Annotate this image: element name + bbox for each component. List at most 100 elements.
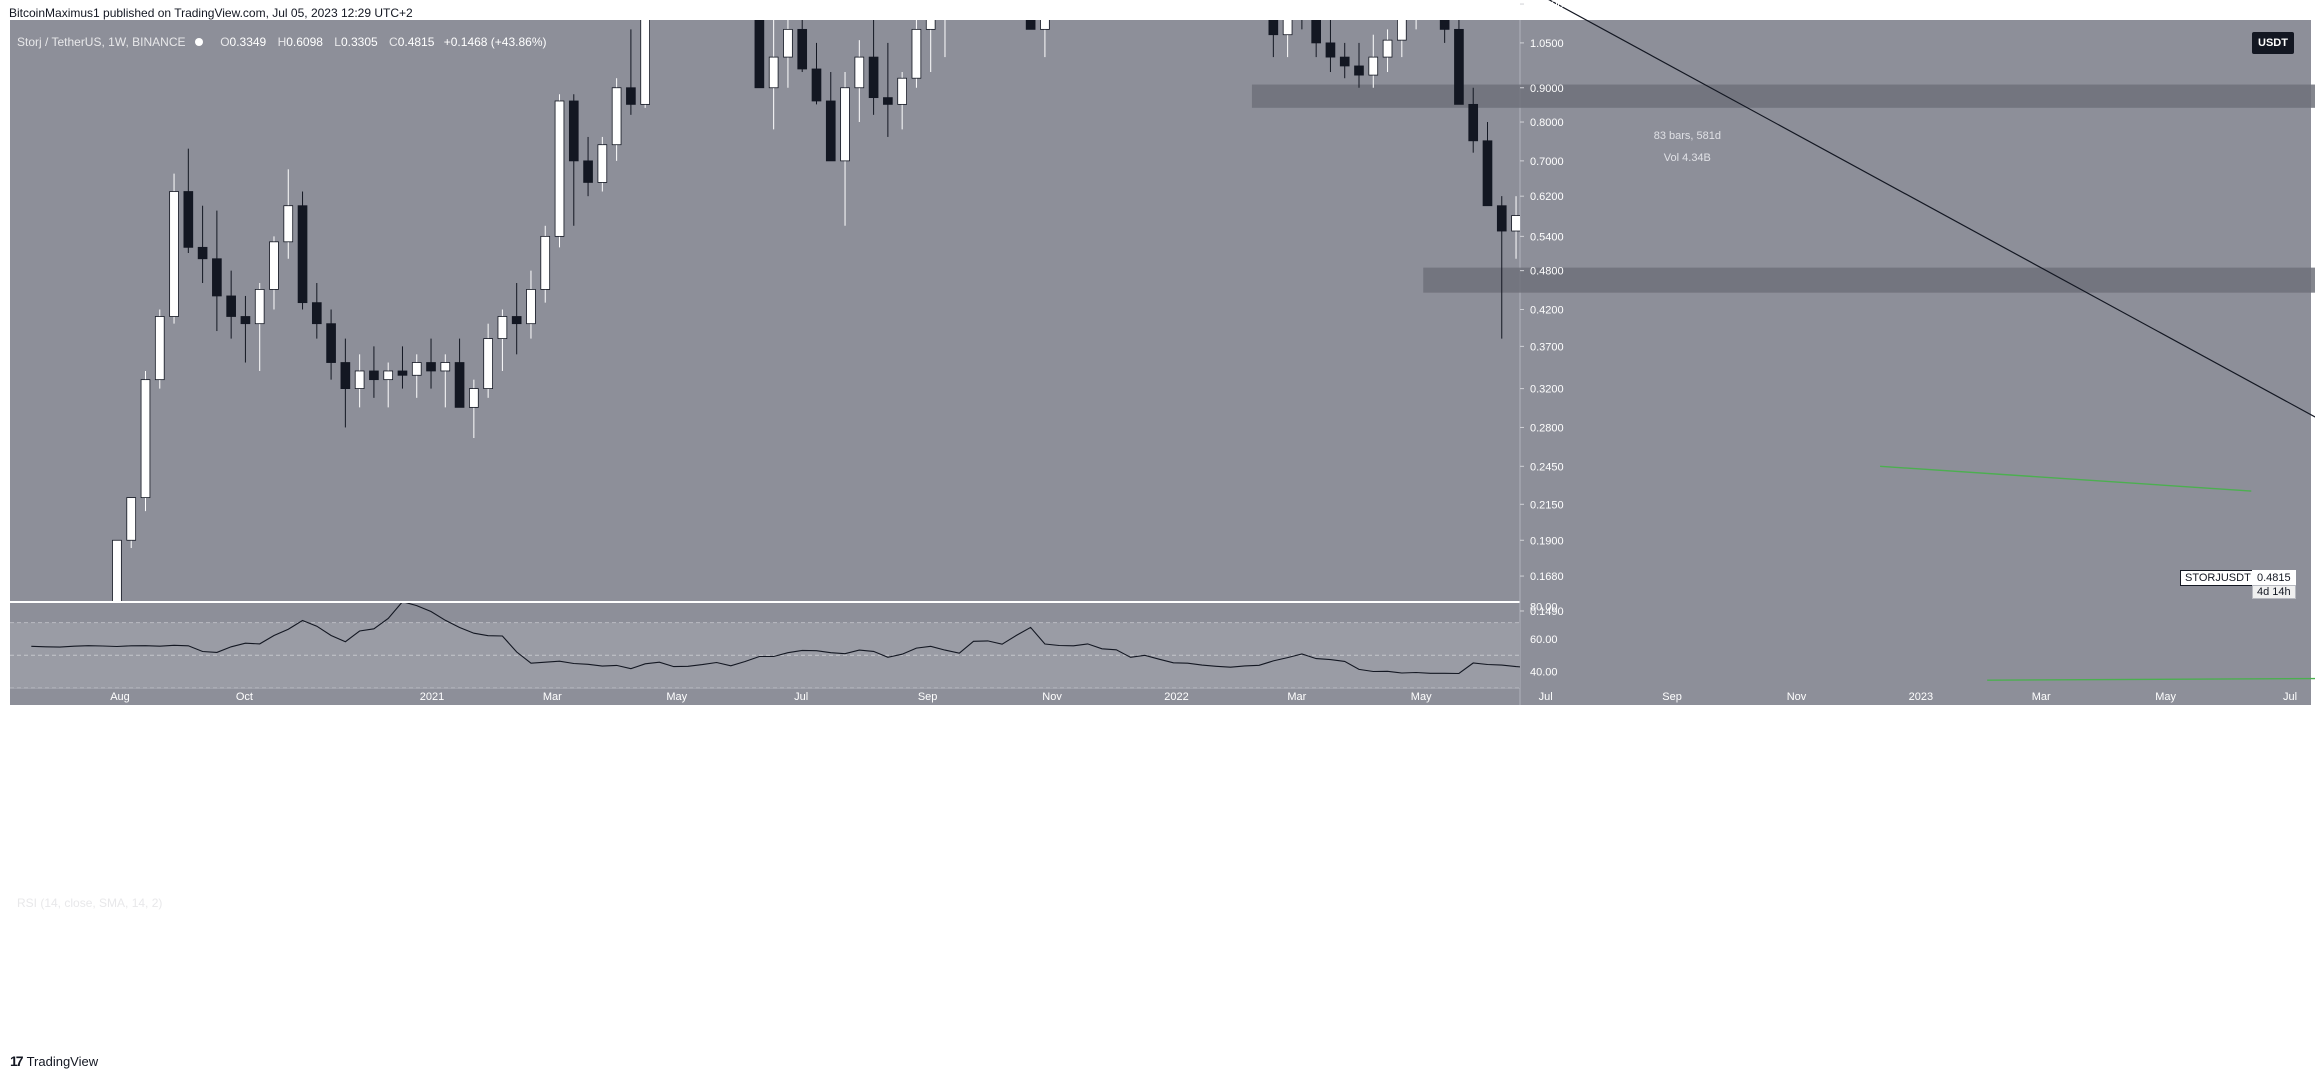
candle-body [154,316,165,381]
candle-body [112,539,122,601]
legend-close: 0.4815 [397,35,435,49]
price-tick-label: 0.4800 [1530,266,1564,278]
rsi-band [10,622,1520,688]
time-tick-label: 2023 [1909,691,1933,703]
time-tick-label: Aug [110,691,130,703]
price-tick-label: 1.2000 [1530,0,1564,11]
rsi-divergence-line [1987,677,2315,681]
price-tick-label: 0.7000 [1530,156,1564,168]
candle-body [1025,20,1036,30]
candle-body [1482,140,1493,207]
candle-body [1040,20,1050,30]
price-tick-label: 0.2800 [1530,422,1564,434]
time-tick-label: Sep [918,691,938,703]
candle-body [540,235,551,290]
candle-body [797,28,808,70]
candle-body [1311,20,1321,44]
candle-body [1368,56,1379,76]
candle-body [854,56,865,89]
candle-body [354,370,365,390]
candle-body [269,241,279,290]
time-tick-label: Jul [2283,691,2297,703]
candle-body [883,97,893,105]
candle-body [497,316,508,340]
rsi-extra-1: ø [211,896,219,910]
candle-body [925,20,936,30]
time-tick-label: Sep [1662,691,1682,703]
price-tick-label: 0.8000 [1530,117,1564,129]
candle-body [868,56,879,99]
candle-body [1354,65,1364,76]
candle-body [1511,215,1520,232]
candle-body [411,362,422,376]
price-tick-label: 0.1490 [1530,606,1564,618]
candle-body [783,28,793,58]
time-tick-label: Jul [794,691,808,703]
rsi-tick-label: 60.00 [1530,634,1558,646]
candle-body [254,289,265,325]
candle-body [840,87,850,162]
time-tick-label: Oct [236,691,253,703]
candle-body [511,316,522,325]
footer-brand-label: TradingView [26,1053,99,1069]
price-tick-label: 0.9000 [1530,83,1564,95]
time-tick-label: May [1411,691,1432,703]
currency-badge[interactable]: USDT [2252,32,2294,54]
rsi-extra-2: ø [227,896,236,910]
legend-low-label: L [334,35,341,49]
candle-body [369,370,379,381]
candle-body [640,20,650,105]
time-tick-label: 2021 [420,691,444,703]
tradingview-logo-icon: 17 [10,1053,24,1069]
time-tick-label: Mar [1287,691,1306,703]
price-tick-label: 0.2150 [1530,499,1564,511]
candle-body [1496,205,1507,232]
time-tick-label: Nov [1042,691,1062,703]
legend-high: 0.6098 [286,35,323,49]
candle-body [169,191,179,317]
time-tick-label: 2022 [1164,691,1188,703]
legend-low: 0.3305 [340,35,378,49]
candle-body [311,302,322,325]
candle-body [583,160,593,183]
candle-body [768,56,779,89]
candle-body [825,100,836,162]
time-tick-label: Mar [2032,691,2051,703]
candle-body [212,258,222,297]
legend-open-label: O [220,35,230,49]
candle-body [183,191,194,248]
candle-body [1282,20,1293,36]
time-tick-label: Jul [1539,691,1553,703]
candle-body [554,100,565,237]
candle-body [1325,42,1336,58]
price-tick-label: 0.3200 [1530,384,1564,396]
symbol-legend: Storj / TetherUS, 1W, BINANCE O0.3349 H0… [17,35,547,49]
candle-body [283,205,294,243]
price-tag-countdown: 4d 14h [2252,585,2296,599]
candle-body [326,323,336,363]
candle-body [469,388,479,408]
legend-change: +0.1468 (+43.86%) [443,35,547,49]
price-tick-label: 1.0500 [1530,38,1564,50]
price-divergence-line [1880,465,2252,492]
price-tick-label: 0.1680 [1530,571,1564,583]
rsi-label: RSI (14, close, SMA, 14, 2) [17,896,163,910]
candle-body [126,497,137,541]
time-tick-label: May [666,691,687,703]
price-tick-label: 0.1900 [1530,535,1564,547]
y-axis-background [1520,20,2311,705]
legend-symbol: Storj / TetherUS, 1W, BINANCE [17,35,186,49]
descending-trendline [1548,0,2315,418]
candle-body [226,295,236,317]
candle-body [626,87,636,105]
candle-body [1397,20,1407,41]
legend-open: 0.3349 [229,35,267,49]
candle-body [1468,103,1479,142]
candle-body [454,362,465,408]
footer-brand[interactable]: 17 TradingView [10,1053,98,1069]
candle-body [611,87,622,146]
candle-body [526,289,536,325]
candle-body [1268,20,1279,36]
